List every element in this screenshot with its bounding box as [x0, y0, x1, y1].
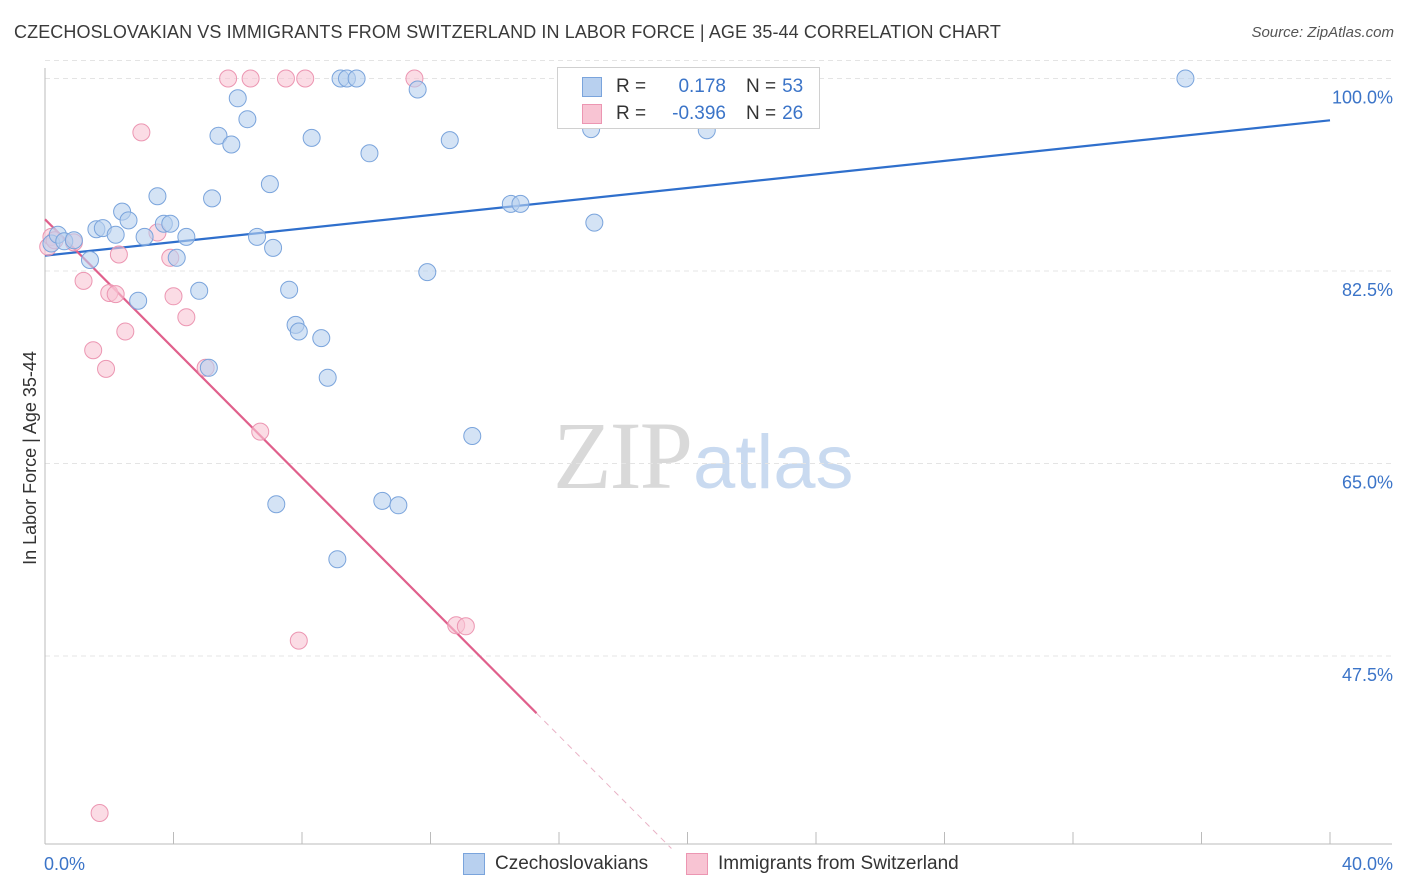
point-czechoslovakians [129, 291, 148, 310]
legend-row-immigrants-from-switzerland: R = -0.396 N = 26 [582, 101, 804, 127]
point-czechoslovakians [267, 495, 286, 514]
point-czechoslovakians [177, 227, 196, 246]
point-czechoslovakians [1176, 69, 1195, 88]
trend-lines [44, 119, 1331, 849]
legend-box: R = 0.178 N = 53 R = -0.396 N = 26 [557, 67, 820, 129]
point-czechoslovakians [347, 69, 366, 88]
point-immigrants-from-switzerland [109, 245, 128, 264]
y-axis-title: In Labor Force | Age 35-44 [20, 351, 40, 565]
point-czechoslovakians [248, 227, 267, 246]
point-czechoslovakians [190, 281, 209, 300]
point-czechoslovakians [161, 214, 180, 233]
legend-swatch-blue [582, 77, 602, 97]
point-czechoslovakians [264, 238, 283, 257]
legend-r-label: R = [616, 76, 647, 97]
point-czechoslovakians [418, 263, 437, 282]
point-immigrants-from-switzerland [97, 359, 116, 378]
point-czechoslovakians [209, 126, 228, 145]
point-czechoslovakians [135, 227, 154, 246]
y-tick-label: 82.5% [1342, 280, 1393, 300]
point-czechoslovakians [222, 135, 241, 154]
bottom-legend-czechoslovakians: Czechoslovakians [463, 851, 648, 877]
x-tick-label: 40.0% [1342, 854, 1393, 874]
point-czechoslovakians [302, 128, 321, 147]
point-czechoslovakians [328, 550, 347, 569]
point-immigrants-from-switzerland [456, 617, 475, 636]
y-tick-label: 47.5% [1342, 665, 1393, 685]
legend-r-value: -0.396 [672, 103, 726, 124]
point-czechoslovakians [318, 368, 337, 387]
axes [44, 68, 1392, 845]
legend-n-label: N = [746, 76, 777, 97]
point-czechoslovakians [280, 280, 299, 299]
legend-n-value: 53 [782, 76, 804, 97]
point-immigrants-from-switzerland [177, 308, 196, 327]
point-immigrants-from-switzerland [251, 422, 270, 441]
point-czechoslovakians [203, 189, 222, 208]
point-immigrants-from-switzerland [296, 69, 315, 88]
point-czechoslovakians [408, 80, 427, 99]
point-czechoslovakians [463, 427, 482, 445]
point-czechoslovakians [389, 496, 408, 515]
point-czechoslovakians [260, 175, 279, 194]
point-czechoslovakians [167, 248, 186, 267]
point-czechoslovakians [64, 231, 83, 250]
point-immigrants-from-switzerland [132, 123, 151, 142]
point-immigrants-from-switzerland [106, 285, 125, 304]
legend-r-value: 0.178 [678, 76, 726, 97]
source-label: Source: ZipAtlas.com [1251, 24, 1394, 41]
data-points [39, 69, 1195, 822]
grid-lines [45, 60, 1392, 657]
bottom-legend-label: Czechoslovakians [495, 853, 649, 874]
y-tick-label: 65.0% [1342, 473, 1393, 493]
legend-row-czechoslovakians: R = 0.178 N = 53 [582, 74, 804, 100]
legend-n-value: 26 [782, 103, 804, 124]
point-czechoslovakians [585, 213, 604, 232]
point-immigrants-from-switzerland [84, 341, 103, 360]
point-czechoslovakians [119, 211, 138, 230]
point-immigrants-from-switzerland [241, 69, 260, 88]
x-tick-label: 0.0% [44, 854, 85, 874]
legend-swatch-pink [582, 104, 602, 124]
point-czechoslovakians [238, 110, 257, 129]
legend-r-label: R = [616, 103, 647, 124]
point-immigrants-from-switzerland [164, 287, 183, 306]
point-czechoslovakians [106, 225, 125, 244]
point-immigrants-from-switzerland [74, 271, 93, 290]
point-czechoslovakians [312, 329, 331, 348]
point-immigrants-from-switzerland [289, 631, 308, 650]
trend-extension-immigrants-from-switzerland [536, 712, 672, 849]
bottom-legend-label: Immigrants from Switzerland [718, 853, 959, 874]
point-immigrants-from-switzerland [90, 804, 109, 822]
point-czechoslovakians [80, 251, 99, 269]
bottom-legend-swatch-blue [463, 853, 485, 875]
point-immigrants-from-switzerland [219, 69, 238, 88]
point-czechoslovakians [360, 144, 379, 163]
point-czechoslovakians [373, 491, 392, 510]
point-immigrants-from-switzerland [116, 322, 135, 341]
point-immigrants-from-switzerland [276, 69, 295, 88]
chart-title: CZECHOSLOVAKIAN VS IMMIGRANTS FROM SWITZ… [14, 22, 1001, 42]
point-czechoslovakians [289, 322, 308, 341]
bottom-legend-immigrants-from-switzerland: Immigrants from Switzerland [686, 851, 959, 877]
bottom-legend-swatch-pink [686, 853, 708, 875]
point-czechoslovakians [440, 131, 459, 150]
point-czechoslovakians [148, 187, 167, 206]
y-tick-label: 100.0% [1332, 88, 1393, 108]
point-czechoslovakians [228, 89, 247, 108]
legend-n-label: N = [746, 103, 777, 124]
point-czechoslovakians [511, 194, 530, 213]
point-czechoslovakians [199, 358, 218, 377]
tick-labels: 47.5% 65.0% 82.5% 100.0% 0.0% 40.0% In Labor F… [20, 88, 1393, 875]
